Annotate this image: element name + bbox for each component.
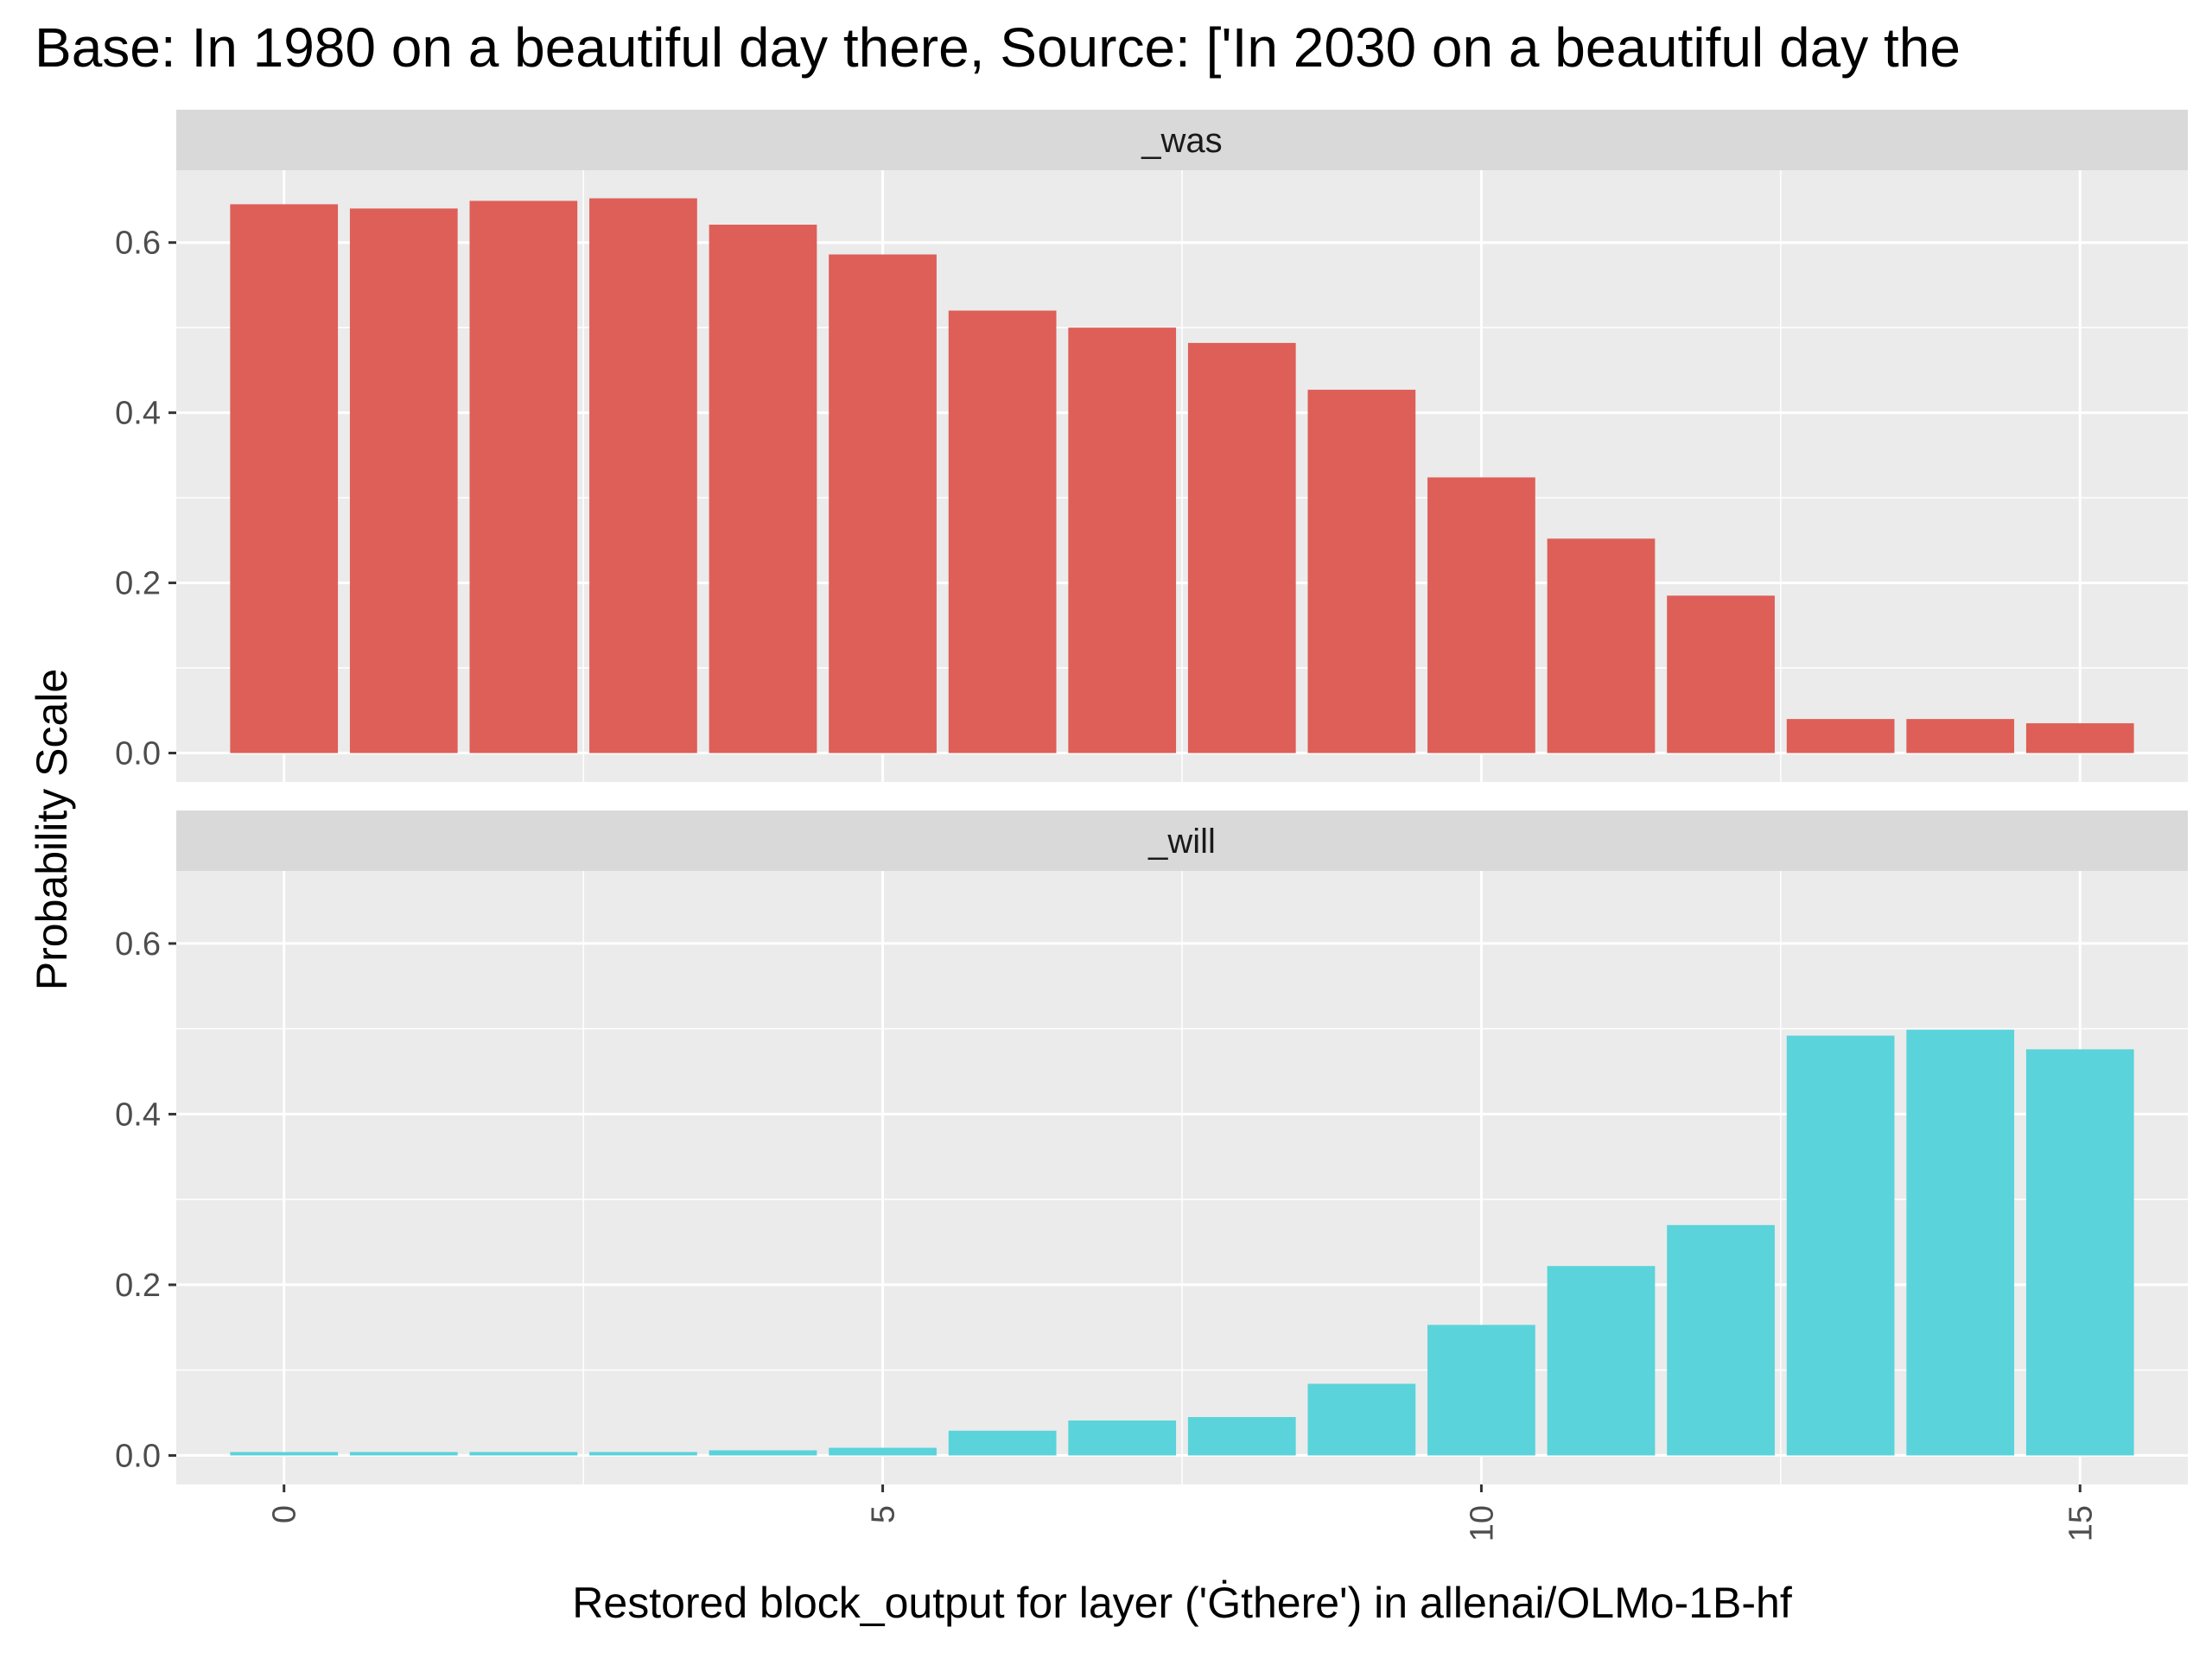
bar-was-layer-10 (1427, 477, 1535, 753)
y-tick-label: 0.4 (115, 1096, 161, 1133)
bar-will-layer-7 (1068, 1420, 1177, 1456)
bar-will-layer-12 (1667, 1224, 1775, 1456)
bar-will-layer-14 (1906, 1029, 2015, 1456)
y-tick-label: 0.6 (115, 226, 161, 262)
bar-was-layer-9 (1307, 390, 1416, 753)
x-axis-label: Restored block_output for layer ('Ġthere… (572, 1579, 1792, 1627)
bar-was-layer-1 (349, 208, 458, 753)
x-tick-label: 0 (267, 1505, 303, 1523)
y-tick-label: 0.4 (115, 396, 161, 432)
facet-strip-label: _was (1141, 122, 1222, 160)
bar-will-layer-10 (1427, 1325, 1535, 1456)
y-tick-label: 0.0 (115, 1438, 161, 1474)
chart-title: Base: In 1980 on a beautiful day there, … (35, 16, 1961, 79)
bar-was-layer-15 (2025, 723, 2134, 753)
bar-will-layer-6 (948, 1430, 1057, 1456)
y-tick-label: 0.6 (115, 926, 161, 963)
x-tick-label: 5 (866, 1505, 902, 1523)
x-tick-label: 15 (2063, 1505, 2099, 1541)
bar-was-layer-14 (1906, 719, 2015, 753)
y-axis-label: Probability Scale (28, 668, 76, 991)
bar-will-layer-15 (2025, 1049, 2134, 1456)
bar-was-layer-12 (1667, 595, 1775, 753)
bar-will-layer-3 (589, 1452, 697, 1456)
bar-was-layer-4 (709, 225, 817, 753)
y-tick-label: 0.0 (115, 736, 161, 772)
bar-will-layer-13 (1786, 1035, 1895, 1456)
x-tick-label: 10 (1464, 1505, 1500, 1541)
bar-was-layer-2 (469, 200, 578, 753)
bar-will-layer-4 (709, 1450, 817, 1456)
bar-will-layer-11 (1547, 1266, 1656, 1456)
bar-was-layer-0 (230, 204, 339, 753)
bar-will-layer-1 (349, 1452, 458, 1456)
bar-will-layer-2 (469, 1452, 578, 1456)
bar-will-layer-9 (1307, 1383, 1416, 1456)
bar-was-layer-5 (829, 254, 937, 753)
bar-will-layer-0 (230, 1452, 339, 1456)
y-tick-label: 0.2 (115, 566, 161, 602)
y-tick-label: 0.2 (115, 1268, 161, 1304)
bar-was-layer-8 (1187, 342, 1296, 753)
bar-was-layer-3 (589, 198, 697, 753)
facet-strip (176, 810, 2188, 871)
bar-was-layer-11 (1547, 538, 1656, 753)
bar-was-layer-7 (1068, 327, 1177, 753)
facet-strip-label: _will (1147, 823, 1216, 861)
bar-was-layer-6 (948, 310, 1057, 753)
bar-will-layer-8 (1187, 1416, 1296, 1456)
facet-strip (176, 110, 2188, 170)
bar-was-layer-13 (1786, 719, 1895, 753)
bar-will-layer-5 (829, 1447, 937, 1456)
